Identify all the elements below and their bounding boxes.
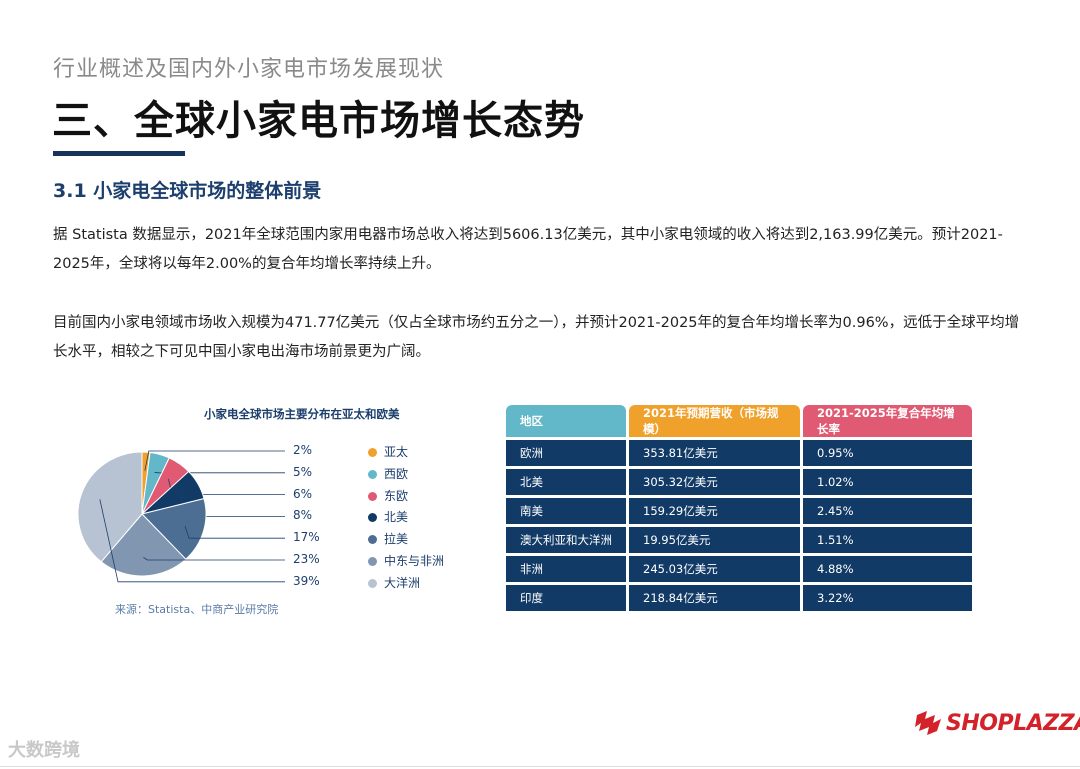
- brand-logo-text: SHOPLAZZA: [946, 711, 1080, 736]
- region-table: 地区 2021年预期营收（市场规模） 2021-2025年复合年均增长率 欧洲 …: [503, 402, 975, 614]
- shoplazza-logo-icon: [915, 711, 941, 735]
- table-row: 欧洲 353.81亿美元 0.95%: [506, 440, 972, 466]
- legend-percent: 6%: [293, 486, 313, 501]
- table-cell: 245.03亿美元: [629, 556, 800, 582]
- pie-leader-line-7: [99, 499, 285, 583]
- pie-chart: [77, 450, 285, 583]
- legend-item: 23% 中东与非洲: [280, 552, 480, 572]
- table-cell: 北美: [506, 469, 626, 495]
- table-header-cagr: 2021-2025年复合年均增长率: [803, 405, 972, 437]
- legend-label: 西欧: [384, 466, 409, 481]
- table-cell: 218.84亿美元: [629, 585, 800, 611]
- legend-percent: 8%: [293, 508, 313, 523]
- legend-item: 8% 北美: [280, 508, 480, 528]
- legend-swatch: [368, 513, 377, 523]
- legend-label: 亚太: [384, 445, 409, 459]
- table-cell: 欧洲: [506, 440, 626, 466]
- table-cell: 305.32亿美元: [629, 469, 800, 495]
- pie-leader-line-6: [143, 557, 285, 561]
- pie-slice-6: [100, 513, 187, 577]
- legend-label: 东欧: [384, 488, 409, 503]
- pie-leader-line-5: [184, 525, 285, 539]
- bottom-divider: [0, 766, 1080, 767]
- legend-label: 北美: [384, 510, 409, 525]
- table-cell: 0.95%: [803, 440, 972, 466]
- legend-item: 6% 东欧: [280, 487, 480, 507]
- pie-leader-line-1: [144, 450, 285, 471]
- paragraph-1: 据 Statista 数据显示，2021年全球范围内家用电器市场总收入将达到56…: [53, 227, 1003, 272]
- table-row: 印度 218.84亿美元 3.22%: [506, 585, 972, 611]
- legend-swatch: [368, 535, 377, 545]
- watermark: 大数跨境: [8, 740, 80, 761]
- page-title: 三、全球小家电市场增长态势: [52, 98, 585, 144]
- table-row: 澳大利亚和大洋洲 19.95亿美元 1.51%: [506, 527, 972, 553]
- table-cell: 1.02%: [803, 469, 972, 495]
- table-cell: 159.29亿美元: [629, 498, 800, 524]
- legend-percent: 23%: [293, 552, 320, 566]
- table-cell: 印度: [506, 585, 626, 611]
- legend-percent: 2%: [293, 443, 313, 457]
- table-row: 北美 305.32亿美元 1.02%: [506, 469, 972, 495]
- chart-source: 来源：Statista、中商产业研究院: [115, 603, 279, 616]
- table-cell: 南美: [506, 498, 626, 524]
- table-cell: 澳大利亚和大洋洲: [506, 527, 626, 553]
- table-cell: 非洲: [506, 556, 626, 582]
- table-cell: 2.45%: [803, 498, 972, 524]
- table-row: 非洲 245.03亿美元 4.88%: [506, 556, 972, 582]
- legend-percent: 5%: [293, 464, 313, 479]
- legend-swatch: [368, 491, 377, 501]
- title-underline: [53, 151, 185, 156]
- section-heading: 3.1 小家电全球市场的整体前景: [53, 180, 322, 202]
- legend-label: 中东与非洲: [384, 554, 445, 568]
- legend-item: 39% 大洋洲: [280, 574, 480, 594]
- table-cell: 4.88%: [803, 556, 972, 582]
- table-header-region: 地区: [506, 405, 626, 437]
- legend-swatch: [368, 557, 377, 566]
- table-cell: 353.81亿美元: [629, 440, 800, 466]
- legend-swatch: [368, 448, 377, 457]
- chart-title: 小家电全球市场主要分布在亚太和欧美: [204, 407, 400, 421]
- legend-item: 5% 西欧: [280, 465, 480, 485]
- table-cell: 19.95亿美元: [629, 527, 800, 553]
- legend-percent: 17%: [293, 530, 320, 545]
- pie-slice-5: [141, 497, 207, 560]
- legend-item: 2% 亚太: [280, 443, 480, 463]
- page-subtitle: 行业概述及国内外小家电市场发展现状: [53, 57, 445, 82]
- legend-percent: 39%: [293, 573, 320, 588]
- table-cell: 3.22%: [803, 585, 972, 611]
- table-row: 南美 159.29亿美元 2.45%: [506, 498, 972, 524]
- legend-swatch: [368, 578, 377, 588]
- paragraph-2: 目前国内小家电领域市场收入规模为471.77亿美元（仅占全球市场约五分之一），并…: [53, 315, 1020, 360]
- legend-label: 大洋洲: [384, 575, 421, 590]
- legend-label: 拉美: [384, 532, 409, 547]
- table-cell: 1.51%: [803, 527, 972, 553]
- pie-slice-7: [77, 451, 143, 563]
- legend-swatch: [368, 469, 377, 479]
- table-header-revenue: 2021年预期营收（市场规模）: [629, 405, 800, 437]
- legend-item: 17% 拉美: [280, 530, 480, 550]
